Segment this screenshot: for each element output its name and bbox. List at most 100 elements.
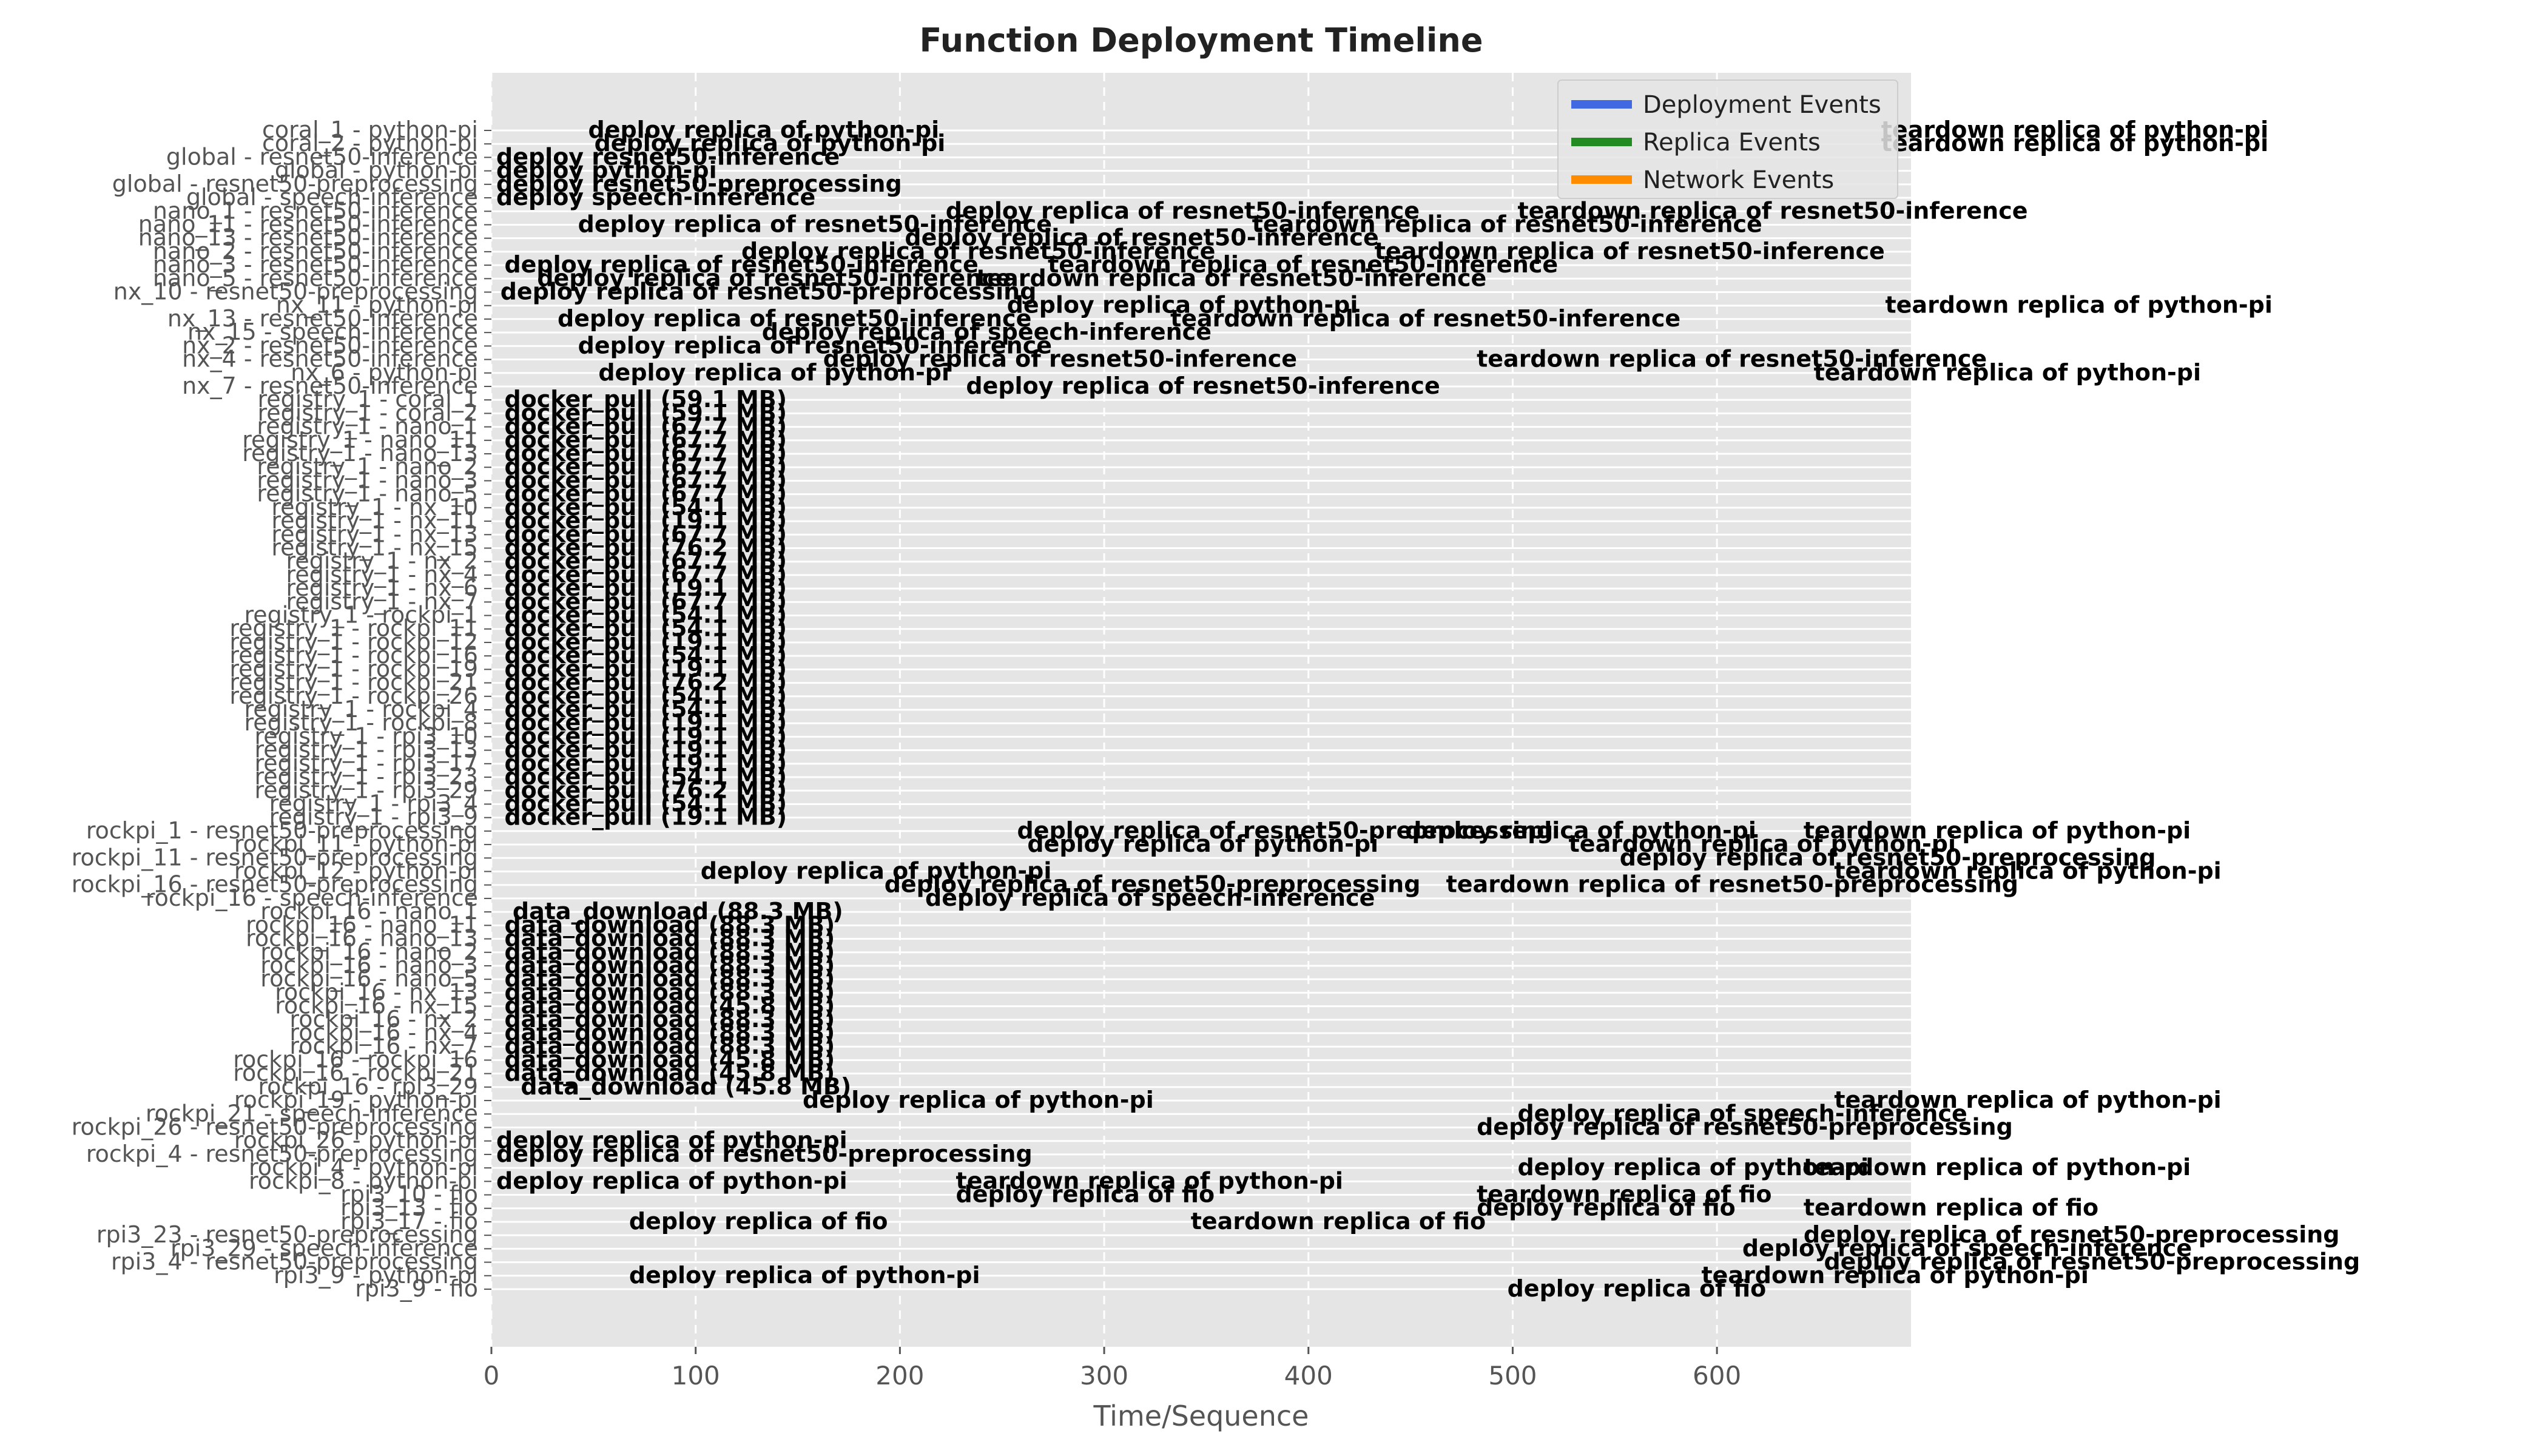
event-label: teardown replica of python-pi [1881, 116, 2268, 143]
row-label: global - resnet50-preprocessing [112, 170, 478, 197]
event-label: teardown replica of python-pi [1804, 817, 2191, 844]
row-label: registry_1 - coral_1 [258, 386, 479, 413]
event-label: docker_pull (67.7 MB) [504, 453, 787, 480]
row-label: nx_6 - python-pi [291, 359, 478, 386]
row-label: registry_1 - rpi3_29 [254, 777, 478, 803]
event-label: teardown replica of python-pi [1701, 1262, 2088, 1289]
event-label: deploy resnet50-inference [496, 143, 840, 170]
row-label: registry_1 - rpi3_13 [254, 736, 478, 763]
event-label: deploy replica of resnet50-preprocessing [496, 1141, 1033, 1167]
row-label: nx_2 - resnet50-inference [182, 332, 478, 359]
row-label: nx_4 - resnet50-inference [182, 346, 478, 372]
event-label: teardown replica of python-pi [1814, 359, 2201, 386]
event-label: deploy speech-inference [496, 184, 815, 211]
row-label: rpi3_10 - fio [340, 1181, 478, 1208]
event-label: deploy replica of fio [1508, 1275, 1767, 1302]
event-label: deploy replica of python-pi [1027, 831, 1378, 857]
row-label: rockpi_16 - nx_4 [289, 1019, 478, 1046]
row-label: registry_1 - rpi3_9 [269, 804, 478, 831]
event-label: deploy replica of resnet50-preprocessing [1017, 817, 1554, 844]
row-label: registry_1 - rockpi_19 [229, 655, 478, 682]
row-label: nx_11 - python-pi [276, 292, 478, 318]
x-tick-label: 600 [1693, 1361, 1741, 1390]
row-label: registry_1 - nx_15 [271, 534, 478, 561]
row-label: rockpi_19 - python-pi [234, 1087, 478, 1113]
x-axis-title: Time/Sequence [1093, 1400, 1309, 1432]
event-label: docker_pull (54.1 MB) [504, 696, 787, 723]
event-label: docker_pull (76.2 MB) [504, 777, 787, 803]
row-label: registry_1 - coral_2 [258, 399, 479, 426]
event-label: deploy replica of resnet50-inference [823, 346, 1297, 372]
row-label: registry_1 - rockpi_26 [229, 682, 478, 709]
event-label: docker_pull (54.1 MB) [504, 615, 787, 642]
event-label: deploy replica of resnet50-preprocessing [1804, 1221, 2340, 1248]
row-label: rockpi_4 - resnet50-preprocessing [86, 1141, 478, 1167]
event-label: deploy replica of resnet50-inference [946, 197, 1420, 224]
event-label: docker_pull (54.1 MB) [504, 642, 787, 669]
event-label: data_download (88.3 MB) [504, 939, 835, 965]
row-label: rockpi_11 - resnet50-preprocessing [72, 844, 478, 871]
row-label: global - speech-inference [186, 184, 478, 211]
event-label: deploy replica of python-pi [496, 1127, 848, 1154]
row-label: registry_1 - nx_2 [286, 548, 478, 575]
x-tick-label: 400 [1284, 1361, 1333, 1390]
event-label: docker_pull (19.1 MB) [504, 804, 787, 831]
row-label: nano_3 - resnet50-inference [153, 251, 478, 278]
event-label: teardown replica of fio [1477, 1181, 1771, 1208]
legend: Deployment Events Replica Events Network… [1557, 79, 1898, 199]
row-label: registry_1 - nx_10 [271, 494, 478, 521]
event-label: teardown replica of python-pi [1885, 292, 2272, 318]
event-label: deploy replica of python-pi [1517, 1154, 1869, 1181]
row-label: rockpi_16 - resnet50-preprocessing [72, 871, 478, 898]
row-label: rockpi_16 - nx_2 [289, 1006, 478, 1033]
x-tick-label: 500 [1488, 1361, 1537, 1390]
event-label: docker_pull (19.1 MB) [504, 723, 787, 749]
event-label: data_download (88.3 MB) [504, 965, 835, 992]
row-label: nx_15 - speech-inference [187, 318, 478, 345]
event-label: docker_pull (54.1 MB) [504, 682, 787, 709]
event-label: docker_pull (54.1 MB) [504, 790, 787, 817]
event-label: deploy replica of python-pi [595, 130, 946, 157]
row-label: nano_2 - resnet50-inference [153, 238, 478, 265]
row-label: registry_1 - rpi3_23 [254, 763, 478, 790]
chart-title: Function Deployment Timeline [920, 21, 1483, 59]
event-label: docker_pull (67.7 MB) [504, 413, 787, 440]
row-label: rockpi_16 - rockpi_21 [233, 1060, 478, 1087]
row-label: rockpi_26 - resnet50-preprocessing [72, 1113, 478, 1140]
event-label: docker_pull (76.2 MB) [504, 669, 787, 696]
x-tick-label: 100 [672, 1361, 720, 1390]
row-label: rockpi_8 - python-pi [249, 1167, 478, 1194]
x-tick-label: 200 [875, 1361, 924, 1390]
row-label: rockpi_26 - python-pi [234, 1127, 478, 1154]
row-label: nx_10 - resnet50-preprocessing [113, 278, 478, 305]
event-label: deploy replica of resnet50-inference [578, 332, 1052, 359]
row-label: rpi3_17 - fio [340, 1208, 478, 1235]
event-label: deploy resnet50-preprocessing [496, 170, 902, 197]
event-labels: deploy replica of python-pi teardown repl… [496, 116, 2360, 1302]
event-label: deploy replica of resnet50-inference [558, 305, 1031, 332]
row-label: registry_1 - rockpi_16 [229, 642, 478, 669]
row-label: coral_2 - python-pi [262, 130, 478, 157]
x-tick-label: 0 [484, 1361, 500, 1390]
row-label: global - resnet50-inference [166, 143, 478, 170]
event-label: docker_pull (59.1 MB) [504, 399, 787, 426]
event-label: docker_pull (54.1 MB) [504, 494, 787, 521]
event-label: data_download (88.3 MB) [504, 925, 835, 952]
event-label: data_download (88.3 MB) [504, 979, 835, 1005]
row-label: nx_7 - resnet50-inference [182, 372, 478, 399]
event-label: docker_pull (54.1 MB) [504, 763, 787, 790]
row-label: registry_1 - rpi3_17 [254, 750, 478, 777]
row-label: rockpi_1 - resnet50-preprocessing [86, 817, 478, 844]
event-label: docker_pull (59.1 MB) [504, 386, 787, 413]
event-label: docker_pull (19.1 MB) [504, 709, 787, 736]
row-label: nx_13 - resnet50-inference [167, 305, 478, 332]
event-label: teardown replica of resnet50-inference [1477, 346, 1987, 372]
row-label: rockpi_12 - python-pi [234, 858, 478, 885]
event-label: data_download (45.8 MB) [521, 1073, 851, 1100]
event-label: deploy replica of python-pi [701, 858, 1052, 885]
event-label: data_download (45.8 MB) [504, 993, 835, 1019]
event-label: teardown replica of python-pi [1881, 130, 2268, 157]
row-label: rockpi_16 - speech-inference [146, 885, 478, 911]
event-label: data_download (88.3 MB) [513, 898, 843, 925]
